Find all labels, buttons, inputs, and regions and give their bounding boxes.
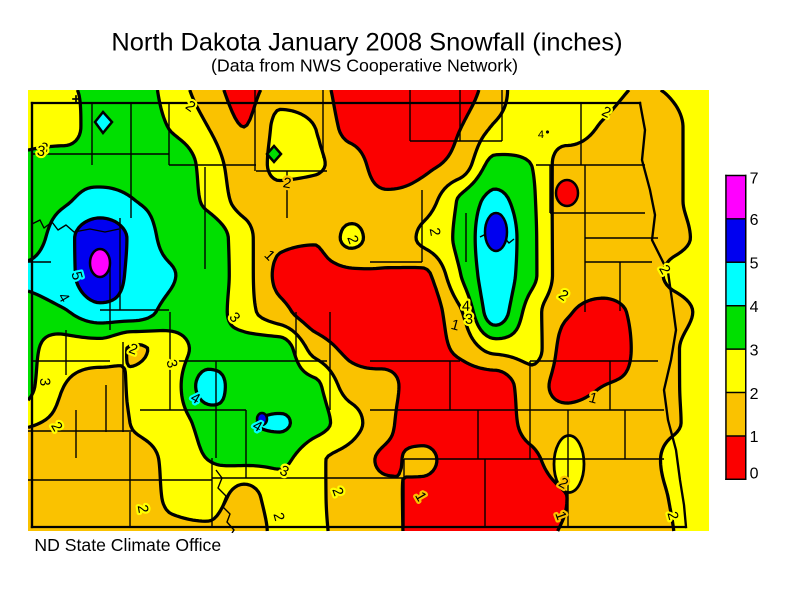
svg-text:North Dakota January 2008 Snow: North Dakota January 2008 Snowfall (inch… <box>111 28 622 56</box>
svg-text:4: 4 <box>750 299 759 316</box>
svg-text:5: 5 <box>750 256 759 273</box>
svg-text:1: 1 <box>750 429 759 446</box>
svg-text:7: 7 <box>750 171 759 188</box>
svg-text:(Data from NWS Cooperative Net: (Data from NWS Cooperative Network) <box>211 55 518 75</box>
svg-text:6: 6 <box>750 212 759 229</box>
svg-text:3: 3 <box>750 342 759 359</box>
svg-text:0: 0 <box>750 466 759 483</box>
svg-text:2: 2 <box>750 386 759 403</box>
svg-text:ND State Climate Office: ND State Climate Office <box>34 535 221 555</box>
svg-text:4: 4 <box>538 129 544 141</box>
